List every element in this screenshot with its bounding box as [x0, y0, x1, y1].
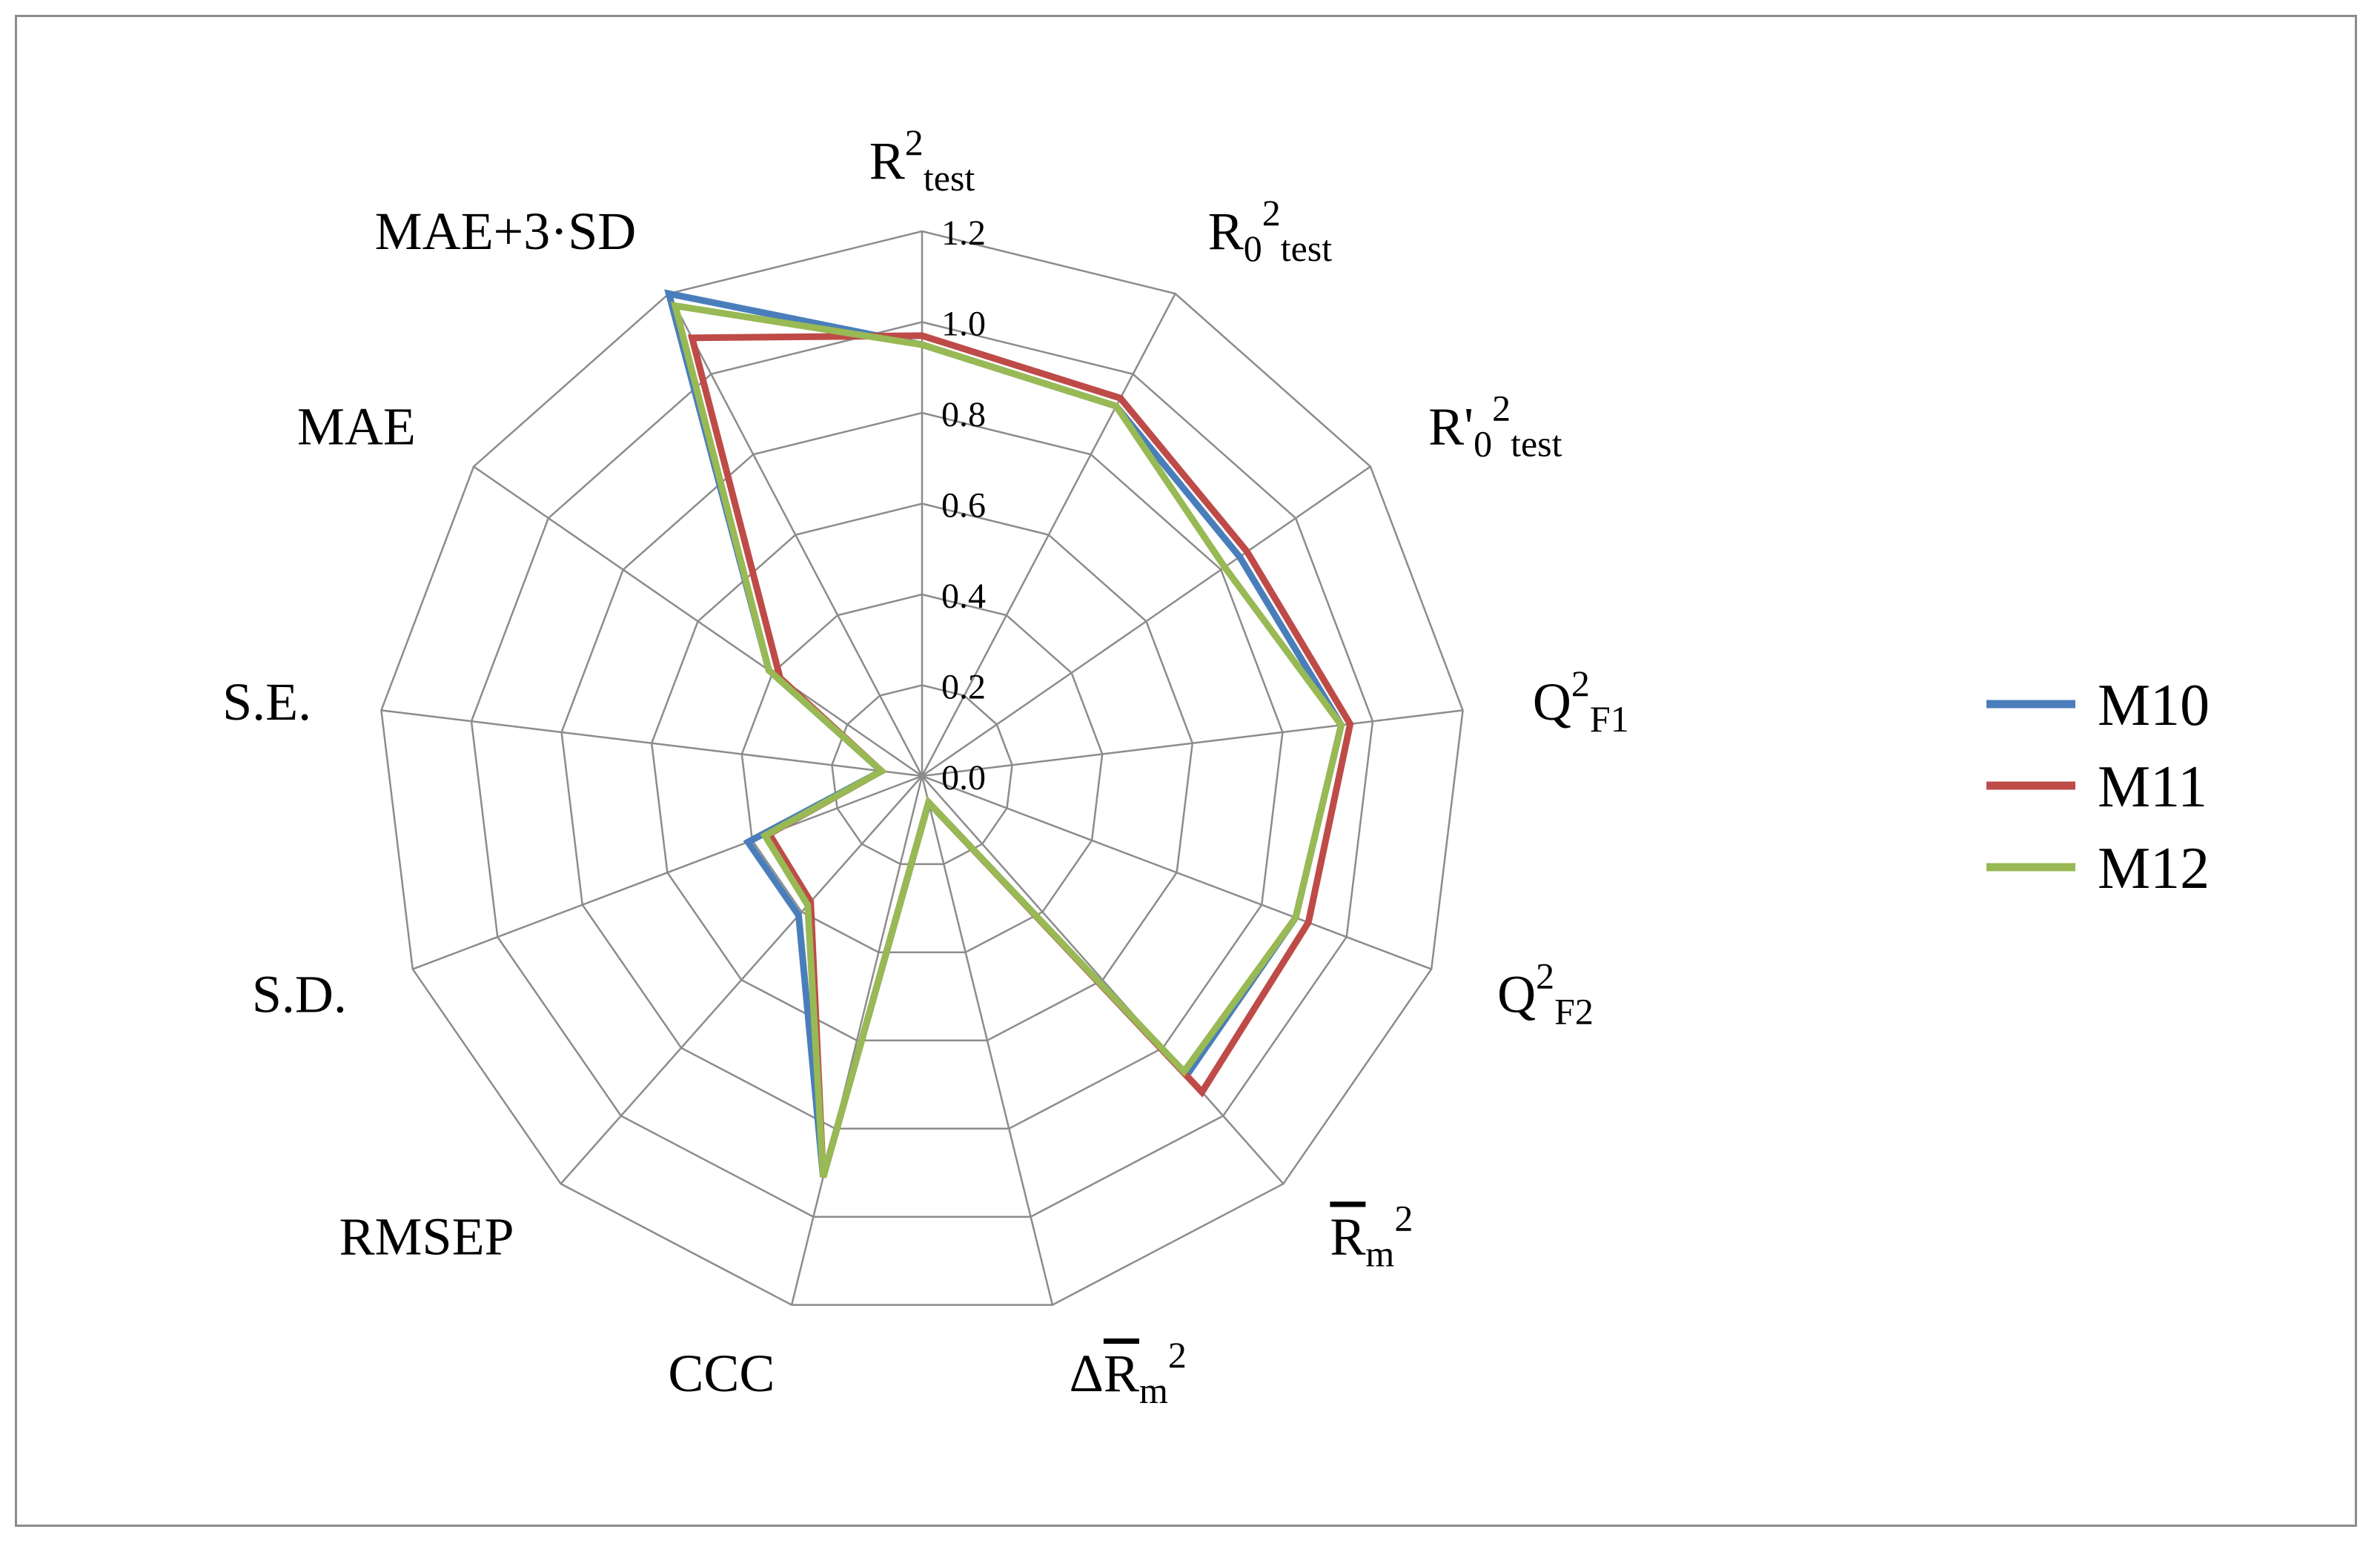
tick-label: 0.6 — [941, 486, 986, 525]
grid-spoke — [790, 775, 924, 1305]
radar-grid — [380, 230, 1464, 1306]
legend-entry: M11 — [2098, 755, 2207, 820]
axis-label: S.E. — [222, 672, 311, 732]
legend-entry: M10 — [2098, 673, 2210, 738]
axis-label: Q2F2 — [1497, 955, 1594, 1032]
tick-label: 1.2 — [941, 213, 986, 253]
grid-spoke — [921, 775, 1054, 1305]
grid-spoke — [381, 709, 923, 777]
axis-label: MAE — [297, 397, 416, 457]
legend: M10 M11 M12 — [1986, 673, 2210, 901]
grid-spoke — [668, 293, 924, 777]
axis-label: R2test — [869, 122, 975, 199]
series-lines — [664, 289, 1354, 1178]
series-line-m12 — [670, 301, 1345, 1178]
axis-label: S.D. — [252, 964, 347, 1024]
tick-label: 0.2 — [941, 668, 986, 707]
axis-label: ΔRm2 — [1070, 1334, 1187, 1411]
grid-spoke — [921, 293, 1176, 777]
radial-tick-labels: 0.0 0.2 0.4 0.6 0.8 1.0 1.2 — [941, 213, 986, 797]
grid-spoke — [921, 775, 1432, 970]
grid-ring — [380, 230, 1464, 1306]
axis-label: R'02test — [1428, 388, 1562, 465]
axis-label: Rm2 — [1330, 1197, 1413, 1274]
grid-ring — [470, 321, 1374, 1218]
grid-ring — [650, 503, 1194, 1042]
axis-label: Q2F1 — [1533, 663, 1629, 740]
tick-label: 1.0 — [941, 305, 986, 344]
axis-labels: R2test R02test R'02test Q2F1 Q2F2 Rm2 ΔRm2 CCC R… — [222, 122, 1629, 1411]
grid-ring — [740, 593, 1104, 954]
chart-frame — [15, 15, 2357, 1527]
tick-label: 0.8 — [941, 395, 986, 434]
grid-spoke — [560, 775, 923, 1185]
grid-ring — [560, 411, 1284, 1130]
series-line-m10 — [664, 289, 1345, 1178]
axis-label: CCC — [668, 1344, 775, 1403]
grid-spoke — [473, 465, 923, 777]
series-line-m11 — [687, 332, 1354, 1178]
tick-label: 0.0 — [941, 758, 986, 797]
grid-ring — [831, 684, 1013, 866]
tick-label: 0.4 — [941, 577, 986, 616]
axis-label: MAE+3·SD — [375, 202, 637, 261]
grid-spoke — [921, 709, 1463, 777]
axis-label: R02test — [1208, 192, 1333, 269]
axis-label: RMSEP — [339, 1207, 514, 1266]
grid-spoke — [412, 775, 923, 970]
grid-spoke — [921, 465, 1371, 777]
legend-entry: M12 — [2098, 836, 2210, 901]
grid-spoke — [921, 775, 1285, 1185]
